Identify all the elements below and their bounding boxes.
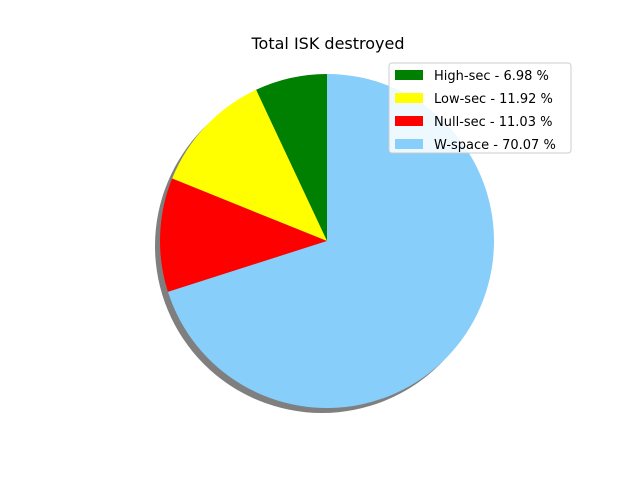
legend-label-0: High-sec - 6.98 % bbox=[434, 69, 549, 84]
legend-label-3: W-space - 70.07 % bbox=[434, 138, 556, 153]
legend-frame bbox=[388, 62, 572, 154]
legend-items: High-sec - 6.98 % Low-sec - 11.92 % Null-s… bbox=[395, 69, 556, 153]
pie-slice-2 bbox=[160, 178, 327, 292]
legend: High-sec - 6.98 % Low-sec - 11.92 % Null-s… bbox=[388, 62, 572, 154]
pie-slice-0 bbox=[256, 74, 327, 241]
legend-swatch-0 bbox=[395, 70, 423, 80]
legend-label-2: Null-sec - 11.03 % bbox=[434, 115, 552, 130]
chart-title: Total ISK destroyed bbox=[251, 34, 405, 53]
legend-swatch-1 bbox=[395, 93, 423, 103]
legend-label-1: Low-sec - 11.92 % bbox=[434, 92, 553, 107]
legend-swatch-2 bbox=[395, 116, 423, 126]
pie-slice-3 bbox=[167, 74, 495, 409]
legend-swatch-3 bbox=[395, 139, 423, 149]
pie-slice-1 bbox=[172, 89, 327, 241]
pie-slices bbox=[160, 74, 495, 409]
